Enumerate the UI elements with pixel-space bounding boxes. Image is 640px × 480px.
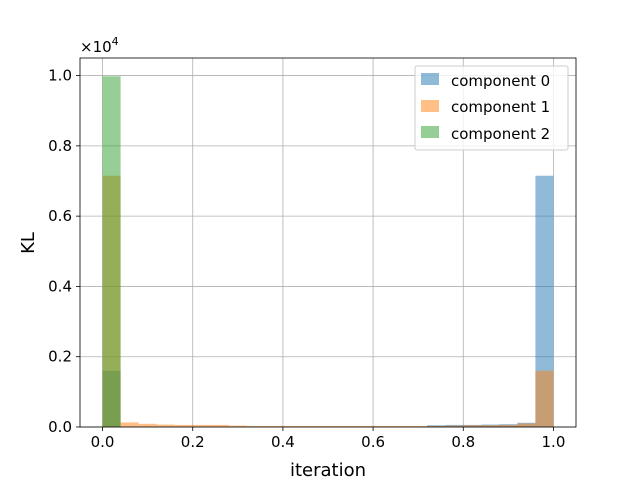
histogram-bar bbox=[120, 422, 139, 427]
y-tick-label: 0.4 bbox=[48, 277, 72, 295]
histogram-bar bbox=[337, 425, 356, 427]
legend: component 0 component 1 component 2 bbox=[414, 65, 569, 151]
legend-frame bbox=[414, 65, 569, 151]
histogram-bar bbox=[409, 425, 428, 427]
histogram-bar bbox=[138, 423, 157, 427]
histogram-bar bbox=[499, 424, 518, 427]
histogram-bar bbox=[391, 425, 410, 427]
series-0 bbox=[102, 175, 554, 427]
legend-swatch-component-0 bbox=[421, 73, 439, 85]
histogram-bar bbox=[300, 425, 319, 427]
histogram-bar bbox=[282, 425, 301, 427]
x-tick-label: 0.4 bbox=[271, 433, 295, 451]
y-scale-exponent: 4 bbox=[112, 35, 119, 48]
x-tick-label: 0.2 bbox=[181, 433, 205, 451]
x-tick-label: 0.8 bbox=[451, 433, 475, 451]
x-axis-label: iteration bbox=[290, 460, 366, 480]
histogram-bar bbox=[427, 425, 446, 427]
y-tick-label: 0.2 bbox=[48, 348, 72, 366]
histogram-bar bbox=[174, 424, 193, 427]
histogram-bar bbox=[192, 424, 211, 427]
y-tick-label: 0.8 bbox=[48, 137, 72, 155]
x-tick-label: 0.6 bbox=[361, 433, 385, 451]
y-axis-ticks: 0.0 0.2 0.4 0.6 0.8 1.0 bbox=[48, 67, 80, 436]
legend-swatch-component-1 bbox=[421, 100, 439, 112]
y-scale-factor: ×104 bbox=[80, 35, 119, 56]
legend-label-component-0: component 0 bbox=[451, 72, 550, 90]
histogram-bar bbox=[318, 425, 338, 427]
x-axis-ticks: 0.0 0.2 0.4 0.6 0.8 1.0 bbox=[91, 427, 566, 451]
histogram-bar bbox=[535, 175, 554, 427]
histogram-bar bbox=[210, 424, 229, 427]
y-tick-label: 1.0 bbox=[48, 67, 72, 85]
histogram-bar bbox=[463, 425, 482, 427]
x-tick-label: 0.0 bbox=[91, 433, 115, 451]
histogram-bar bbox=[156, 424, 175, 427]
y-tick-label: 0.6 bbox=[48, 207, 72, 225]
plot-frame bbox=[79, 57, 577, 428]
histogram-bar bbox=[445, 425, 464, 427]
legend-swatch-component-2 bbox=[421, 126, 439, 138]
histogram-bar bbox=[355, 425, 374, 427]
x-tick-label: 1.0 bbox=[542, 433, 566, 451]
histogram-bar bbox=[373, 425, 392, 427]
histogram-bar bbox=[228, 425, 247, 427]
series-1 bbox=[102, 175, 554, 427]
histogram-bar bbox=[264, 425, 283, 427]
histogram-bar bbox=[246, 425, 265, 427]
histogram-bar bbox=[481, 425, 500, 427]
histogram-bar bbox=[535, 370, 554, 427]
series-2 bbox=[102, 76, 121, 427]
y-axis-label: KL bbox=[18, 232, 39, 254]
legend-label-component-1: component 1 bbox=[451, 98, 550, 116]
legend-label-component-2: component 2 bbox=[451, 125, 550, 143]
y-tick-label: 0.0 bbox=[48, 418, 72, 436]
histogram-bar bbox=[102, 76, 121, 427]
bars-layer bbox=[102, 76, 554, 427]
histogram-bar bbox=[517, 423, 536, 427]
